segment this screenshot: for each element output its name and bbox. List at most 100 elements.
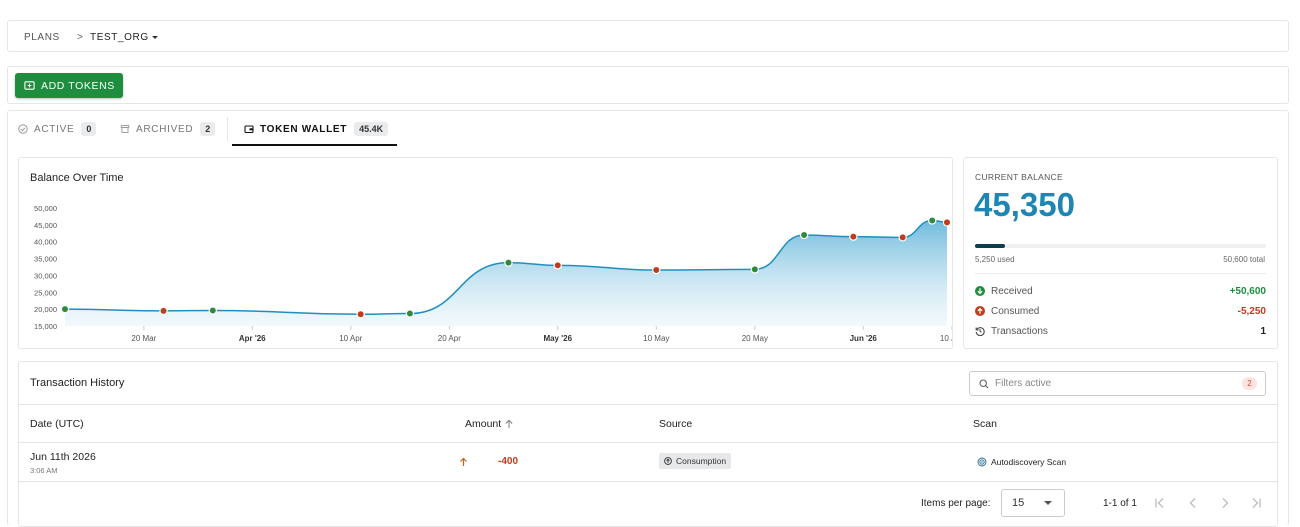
wallet-icon [244, 125, 254, 134]
transactions-row: Transactions 1 [975, 324, 1266, 338]
y-tick-label: 35,000 [34, 255, 57, 264]
row-amount-value: -400 [498, 456, 519, 467]
row-source: Consumption [659, 453, 732, 469]
consumed-row: Consumed -5,250 [975, 304, 1266, 318]
archive-icon [120, 125, 130, 133]
page-range: 1-1 of 1 [1103, 498, 1137, 509]
consumed-label: Consumed [991, 305, 1040, 317]
received-point[interactable] [208, 306, 218, 315]
breadcrumb-org-selector[interactable]: TEST_ORG [90, 32, 149, 43]
previous-page-icon[interactable] [1186, 497, 1200, 509]
y-tick-label: 30,000 [34, 271, 57, 280]
x-tick-label: 10 May [643, 334, 669, 343]
column-source[interactable]: Source [659, 418, 693, 430]
toolbar: ADD TOKENS [7, 66, 1289, 104]
tab-active-count: 0 [81, 122, 97, 136]
received-point[interactable] [504, 258, 513, 267]
chevron-down-icon[interactable] [152, 36, 158, 39]
x-tick-label: May '26 [543, 334, 572, 343]
row-scan[interactable]: Autodiscovery Scan [977, 457, 1066, 467]
tab-archived-label: ARCHIVED [136, 123, 194, 135]
sort-arrow-up-icon [505, 419, 513, 428]
tab-divider [227, 117, 228, 141]
history-icon [975, 327, 985, 336]
row-amount: -400 [459, 456, 518, 467]
transactions-value: 1 [1260, 325, 1266, 337]
breadcrumb-plans-link[interactable]: PLANS [24, 32, 60, 43]
row-scan-label: Autodiscovery Scan [991, 457, 1067, 467]
current-balance-value: 45,350 [974, 186, 1075, 223]
breadcrumb: PLANS > TEST_ORG [7, 20, 1289, 52]
y-tick-label: 25,000 [34, 288, 57, 297]
consumption-icon [664, 457, 672, 465]
arrow-up-icon [460, 457, 467, 466]
tab-active-label: ACTIVE [34, 123, 75, 135]
source-chip-label: Consumption [676, 456, 727, 466]
consumed-point[interactable] [159, 306, 168, 316]
filter-input[interactable]: Filters active 2 [969, 371, 1266, 396]
tab-token-wallet[interactable]: TOKEN WALLET 45.4K [244, 121, 389, 137]
add-wallet-icon [24, 81, 35, 90]
y-tick-label: 15,000 [34, 322, 57, 331]
row-time: 3:06 AM [30, 466, 58, 475]
usage-progress-bar [975, 244, 1266, 248]
source-chip: Consumption [659, 453, 732, 469]
consumed-point[interactable] [898, 233, 907, 242]
add-tokens-label: ADD TOKENS [41, 79, 115, 92]
arrow-up-circle-icon [975, 306, 985, 316]
y-tick-label: 50,000 [34, 204, 57, 213]
x-tick-label: 20 May [742, 334, 768, 343]
balance-chart-card: Balance Over Time 50,000 45,000 40,000 35,0… [18, 157, 953, 349]
x-tick-label: 10 Jun [940, 334, 952, 343]
page-size-value: 15 [1012, 497, 1025, 509]
used-text: 5,250 used [975, 255, 1015, 264]
x-tick-label: 20 Mar [131, 334, 156, 343]
consumed-point[interactable] [356, 309, 365, 319]
row-divider [19, 481, 1277, 482]
page-size-select[interactable]: 15 [1001, 489, 1065, 517]
received-row: Received +50,600 [975, 284, 1266, 298]
consumed-point[interactable] [652, 265, 661, 275]
last-page-icon[interactable] [1249, 497, 1263, 509]
usage-progress-fill [975, 244, 1006, 248]
table-header: Date (UTC) Amount Source Scan [19, 404, 1277, 443]
consumed-value: -5,250 [1237, 305, 1266, 317]
column-scan[interactable]: Scan [973, 418, 997, 430]
column-amount[interactable]: Amount [465, 418, 514, 430]
x-tick-label: 20 Apr [438, 334, 461, 343]
tab-archived[interactable]: ARCHIVED 2 [120, 121, 216, 137]
tab-token-wallet-count: 45.4K [354, 122, 389, 136]
received-point[interactable] [60, 304, 70, 314]
consumed-point[interactable] [553, 261, 562, 270]
received-point[interactable] [405, 309, 415, 318]
filter-placeholder: Filters active [995, 378, 1052, 389]
search-icon [979, 378, 989, 388]
breadcrumb-separator: > [77, 32, 84, 43]
next-page-icon[interactable] [1218, 497, 1232, 509]
current-balance-label: CURRENT BALANCE [975, 172, 1063, 182]
received-point[interactable] [799, 230, 809, 240]
tab-active[interactable]: ACTIVE 0 [18, 121, 97, 137]
y-tick-label: 45,000 [34, 221, 57, 230]
scan-radar-icon [977, 457, 987, 467]
first-page-icon[interactable] [1153, 497, 1167, 509]
received-point[interactable] [750, 265, 760, 274]
column-date[interactable]: Date (UTC) [30, 418, 84, 430]
balance-chart: 50,000 45,000 40,000 35,000 30,000 25,000 20,0… [34, 204, 952, 343]
tab-active-indicator [232, 144, 397, 146]
main-panel: ACTIVE 0 ARCHIVED 2 TOKEN WALLET 45.4K B… [7, 110, 1289, 527]
consumed-point[interactable] [942, 218, 952, 227]
chevron-down-icon [1044, 501, 1052, 505]
column-amount-label: Amount [465, 418, 502, 430]
consumed-point[interactable] [849, 232, 858, 241]
add-tokens-button[interactable]: ADD TOKENS [15, 73, 123, 98]
received-value: +50,600 [1229, 285, 1266, 297]
chart-area [65, 220, 947, 326]
filter-count-badge: 2 [1242, 377, 1257, 390]
current-balance-card: CURRENT BALANCE 45,350 5,250 used 50,600… [963, 157, 1278, 349]
arrow-down-circle-icon [975, 286, 985, 296]
x-tick-label: Apr '26 [239, 334, 266, 343]
y-tick-label: 20,000 [34, 305, 57, 314]
received-point[interactable] [928, 216, 937, 225]
x-tick-label: 10 Apr [339, 334, 362, 343]
